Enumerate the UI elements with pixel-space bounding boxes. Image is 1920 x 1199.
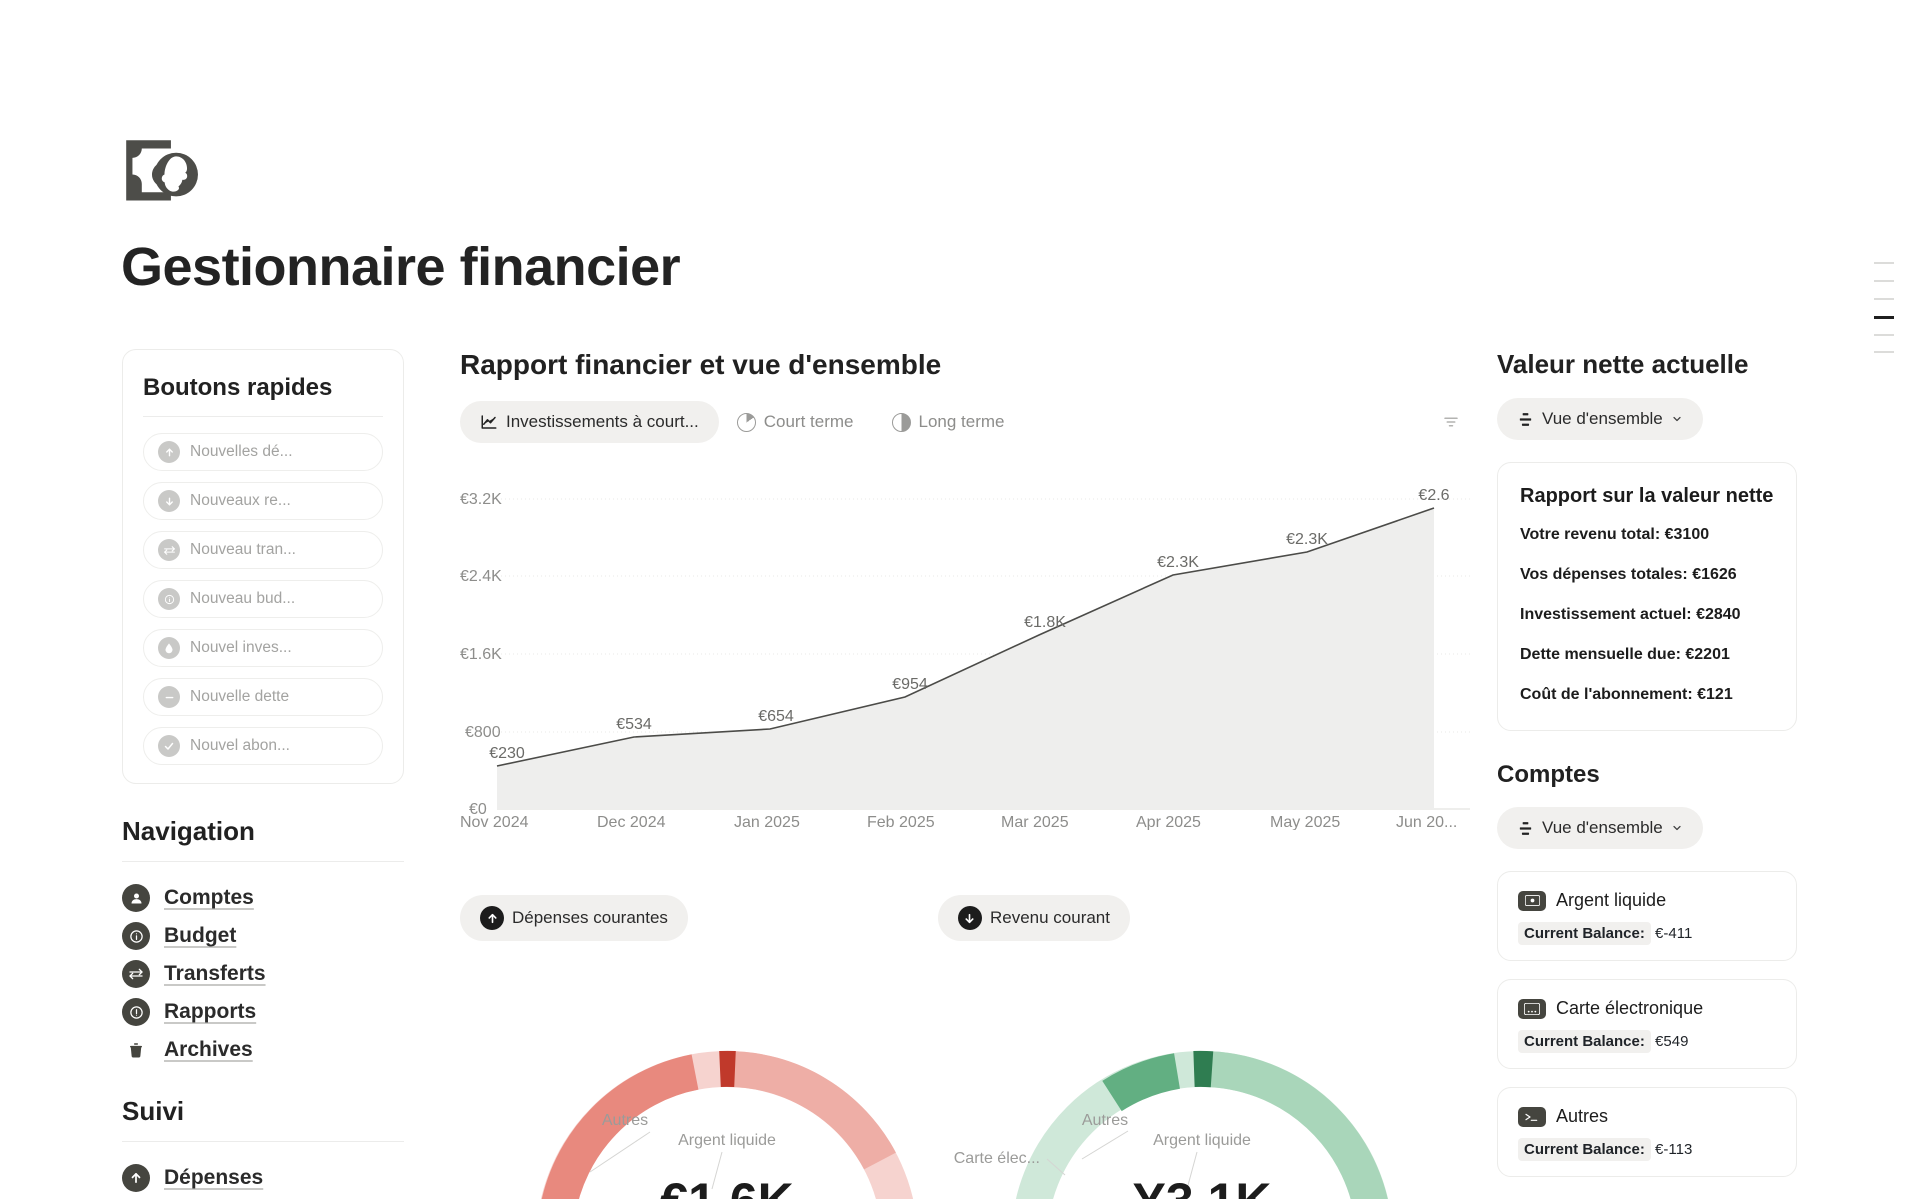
svg-text:€534: €534 xyxy=(616,716,652,733)
svg-text:€800: €800 xyxy=(465,724,501,741)
svg-text:€2.3K: €2.3K xyxy=(1157,554,1199,571)
svg-text:Autres: Autres xyxy=(602,1112,648,1129)
svg-text:Mar 2025: Mar 2025 xyxy=(1001,814,1069,830)
svg-text:€230: €230 xyxy=(489,745,525,762)
svg-text:Autres: Autres xyxy=(1082,1112,1128,1129)
svg-text:Jan 2025: Jan 2025 xyxy=(734,814,800,830)
svg-text:€2.6: €2.6 xyxy=(1418,487,1449,504)
svg-text:Argent liquide: Argent liquide xyxy=(1153,1132,1251,1149)
svg-text:Dec 2024: Dec 2024 xyxy=(597,814,666,830)
svg-text:€2.4K: €2.4K xyxy=(460,568,502,585)
svg-text:Carte élec...: Carte élec... xyxy=(954,1150,1040,1167)
svg-text:Apr 2025: Apr 2025 xyxy=(1136,814,1201,830)
svg-text:May 2025: May 2025 xyxy=(1270,814,1340,830)
svg-text:Jun 20...: Jun 20... xyxy=(1396,814,1457,830)
svg-text:€2.3K: €2.3K xyxy=(1286,531,1328,548)
svg-text:€654: €654 xyxy=(758,708,794,725)
svg-text:€954: €954 xyxy=(892,676,928,693)
svg-text:Argent liquide: Argent liquide xyxy=(678,1132,776,1149)
svg-text:Feb 2025: Feb 2025 xyxy=(867,814,935,830)
svg-text:€1.6K: €1.6K xyxy=(460,646,502,663)
svg-text:€3.2K: €3.2K xyxy=(460,491,502,508)
svg-text:Nov 2024: Nov 2024 xyxy=(460,814,529,830)
svg-text:€1.8K: €1.8K xyxy=(1024,614,1066,631)
